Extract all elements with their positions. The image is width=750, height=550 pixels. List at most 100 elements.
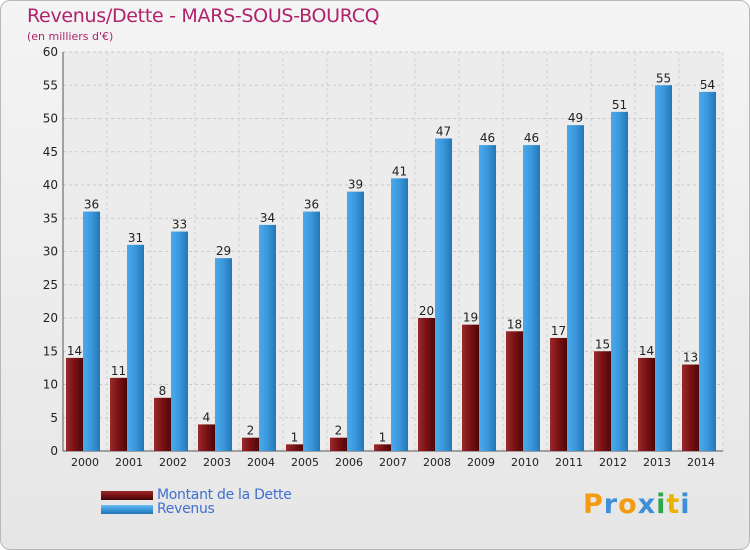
data-label-revenus-2006: 39 — [348, 178, 363, 192]
data-label-revenus-2011: 49 — [568, 111, 583, 125]
data-label-dette-2000: 14 — [67, 344, 82, 358]
data-label-dette-2004: 2 — [247, 424, 255, 438]
data-label-dette-2005: 1 — [291, 430, 299, 444]
bar-revenus-2002 — [171, 231, 188, 451]
legend-swatch-dette — [101, 490, 153, 500]
bar-dette-2003 — [198, 424, 215, 451]
logo-letter: t — [666, 489, 681, 520]
legend-label-revenus: Revenus — [157, 501, 215, 517]
x-tick-label-2013: 2013 — [643, 456, 671, 469]
bar-dette-2008 — [418, 318, 435, 451]
data-label-dette-2013: 14 — [639, 344, 654, 358]
bar-revenus-2006 — [347, 191, 364, 451]
x-tick-label-2002: 2002 — [159, 456, 187, 469]
data-label-dette-2002: 8 — [159, 384, 167, 398]
bar-revenus-2013 — [655, 85, 672, 451]
legend-item-dette: Montant de la Dette — [101, 487, 292, 503]
logo-letter: i — [656, 489, 667, 520]
data-label-dette-2006: 2 — [335, 424, 343, 438]
bar-dette-2002 — [154, 397, 171, 451]
x-tick-label-2010: 2010 — [511, 456, 539, 469]
y-tick-label-35: 35 — [43, 211, 58, 225]
x-tick-label-2009: 2009 — [467, 456, 495, 469]
y-tick-label-10: 10 — [43, 378, 58, 392]
logo-letter: r — [603, 489, 619, 520]
x-tick-label-2011: 2011 — [555, 456, 583, 469]
y-tick-label-40: 40 — [43, 178, 58, 192]
data-label-dette-2014: 13 — [683, 351, 698, 365]
x-tick-label-2000: 2000 — [71, 456, 99, 469]
bar-dette-2013 — [638, 357, 655, 451]
bar-dette-2001 — [110, 377, 127, 451]
data-label-revenus-2012: 51 — [612, 98, 627, 112]
bar-dette-2007 — [374, 444, 391, 451]
x-tick-label-2012: 2012 — [599, 456, 627, 469]
proxiti-logo: Proxiti — [583, 489, 691, 520]
bar-revenus-2012 — [611, 111, 628, 451]
bar-revenus-2011 — [567, 125, 584, 452]
y-tick-label-25: 25 — [43, 278, 58, 292]
bar-dette-2006 — [330, 437, 347, 451]
y-tick-label-60: 60 — [43, 45, 58, 59]
data-label-revenus-2002: 33 — [172, 218, 187, 232]
legend-item-revenus: Revenus — [101, 501, 215, 517]
data-label-revenus-2008: 47 — [436, 124, 451, 138]
y-tick-label-15: 15 — [43, 344, 58, 358]
data-label-revenus-2005: 36 — [304, 198, 319, 212]
bar-revenus-2008 — [435, 138, 452, 451]
y-tick-label-20: 20 — [43, 311, 58, 325]
chart-title: Revenus/Dette - MARS-SOUS-BOURCQ — [27, 5, 380, 27]
y-tick-label-30: 30 — [43, 245, 58, 259]
y-tick-label-55: 55 — [43, 78, 58, 92]
x-tick-label-2006: 2006 — [335, 456, 363, 469]
x-tick-label-2014: 2014 — [687, 456, 715, 469]
bar-dette-2000 — [66, 357, 83, 451]
data-label-revenus-2009: 46 — [480, 131, 495, 145]
bar-dette-2005 — [286, 444, 303, 451]
data-label-dette-2011: 17 — [551, 324, 566, 338]
data-label-dette-2010: 18 — [507, 317, 522, 331]
y-tick-label-5: 5 — [50, 411, 58, 425]
data-label-revenus-2013: 55 — [656, 71, 671, 85]
x-tick-label-2003: 2003 — [203, 456, 231, 469]
legend-swatch-revenus — [101, 504, 153, 514]
bar-revenus-2003 — [215, 258, 232, 451]
bar-revenus-2014 — [699, 91, 716, 452]
data-label-dette-2003: 4 — [203, 410, 211, 424]
x-tick-label-2004: 2004 — [247, 456, 275, 469]
bar-revenus-2000 — [83, 211, 100, 451]
bar-revenus-2010 — [523, 145, 540, 451]
logo-letter: i — [680, 489, 691, 520]
data-label-revenus-2014: 54 — [700, 78, 715, 92]
data-label-revenus-2007: 41 — [392, 164, 407, 178]
bar-dette-2010 — [506, 331, 523, 451]
y-tick-label-50: 50 — [43, 112, 58, 126]
logo-letter: P — [583, 489, 604, 520]
x-tick-label-2008: 2008 — [423, 456, 451, 469]
bar-revenus-2009 — [479, 145, 496, 451]
logo-letter: o — [618, 489, 638, 520]
data-label-revenus-2010: 46 — [524, 131, 539, 145]
data-label-revenus-2001: 31 — [128, 231, 143, 245]
data-label-dette-2001: 11 — [111, 364, 126, 378]
bar-dette-2014 — [682, 364, 699, 451]
logo-letter: x — [637, 489, 657, 520]
data-label-dette-2008: 20 — [419, 304, 434, 318]
chart-subtitle: (en milliers d'€) — [27, 30, 114, 43]
bar-revenus-2005 — [303, 211, 320, 451]
y-tick-label-45: 45 — [43, 145, 58, 159]
data-label-dette-2009: 19 — [463, 311, 478, 325]
data-label-dette-2007: 1 — [379, 430, 387, 444]
bar-revenus-2001 — [127, 244, 144, 451]
bar-revenus-2004 — [259, 224, 276, 451]
bar-dette-2011 — [550, 337, 567, 451]
data-label-dette-2012: 15 — [595, 337, 610, 351]
x-tick-label-2007: 2007 — [379, 456, 407, 469]
y-tick-label-0: 0 — [50, 444, 58, 458]
data-label-revenus-2004: 34 — [260, 211, 275, 225]
bar-dette-2009 — [462, 324, 479, 451]
data-label-revenus-2000: 36 — [84, 198, 99, 212]
data-label-revenus-2003: 29 — [216, 244, 231, 258]
